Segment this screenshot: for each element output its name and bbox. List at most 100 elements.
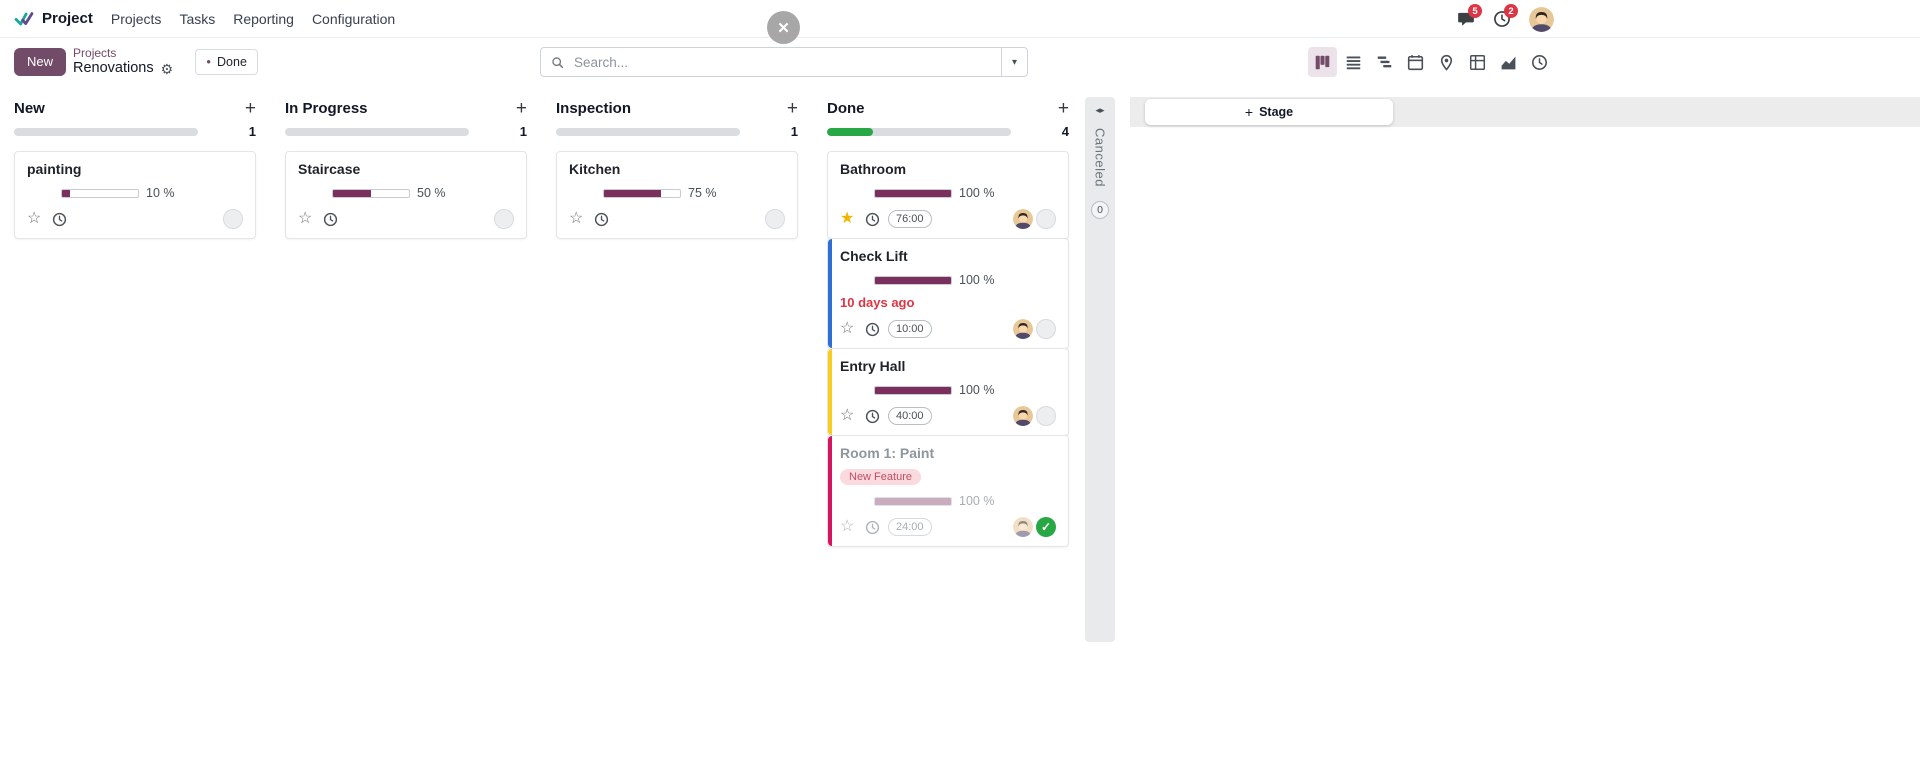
menu-reporting[interactable]: Reporting — [233, 10, 294, 27]
task-title[interactable]: painting — [27, 161, 82, 177]
clock-icon[interactable] — [865, 409, 880, 424]
add-task-icon[interactable]: + — [515, 97, 527, 119]
view-calendar-button[interactable] — [1401, 47, 1430, 77]
task-card[interactable]: Room 1: Paint New Feature 100 % ☆ 24:00 — [827, 435, 1069, 547]
clock-icon — [1531, 54, 1548, 71]
menu-projects[interactable]: Projects — [110, 10, 162, 27]
task-title[interactable]: Kitchen — [569, 161, 621, 177]
star-icon[interactable]: ☆ — [298, 210, 313, 227]
view-list-button[interactable] — [1339, 47, 1368, 77]
task-progress-label: 100 % — [959, 494, 995, 508]
view-activity-button[interactable] — [1525, 47, 1554, 77]
add-task-icon[interactable]: + — [786, 97, 798, 119]
clock-icon[interactable] — [52, 212, 67, 227]
settings-gear-icon[interactable]: ⚙ — [160, 60, 174, 77]
new-button[interactable]: New — [14, 47, 67, 76]
kanban-board: New + 1 painting 10 % ☆ — [0, 85, 1920, 778]
task-progress-bar — [874, 496, 952, 506]
clock-icon[interactable] — [865, 520, 880, 535]
view-pivot-button[interactable] — [1463, 47, 1492, 77]
column-count: 1 — [519, 124, 527, 139]
assignee-avatar[interactable] — [1013, 406, 1033, 426]
star-icon[interactable]: ☆ — [840, 518, 855, 535]
graph-icon — [1500, 54, 1517, 71]
star-icon[interactable]: ☆ — [569, 210, 584, 227]
task-title[interactable]: Entry Hall — [840, 358, 906, 374]
column-count: 4 — [1061, 124, 1069, 139]
kanban-icon — [1314, 54, 1331, 71]
folded-column-title: Canceled — [1092, 128, 1108, 187]
close-overlay-button[interactable]: ✕ — [767, 11, 800, 44]
add-task-icon[interactable]: + — [244, 97, 256, 119]
column-progress-bar[interactable] — [14, 127, 198, 136]
view-switcher — [1308, 47, 1554, 77]
task-card[interactable]: Staircase 50 % ☆ — [285, 151, 527, 239]
assignee-placeholder[interactable] — [1036, 319, 1056, 339]
assignee-avatar[interactable] — [1013, 209, 1033, 229]
folded-column-count: 0 — [1091, 200, 1109, 219]
app-name[interactable]: Project — [42, 10, 93, 27]
breadcrumb: Projects Renovations ⚙ — [73, 46, 173, 77]
odoo-logo-icon[interactable] — [14, 9, 34, 29]
active-filter-chip[interactable]: ● Done — [195, 48, 258, 75]
column-progress-bar[interactable] — [556, 127, 740, 136]
filter-chip-label: Done — [217, 54, 247, 69]
task-title[interactable]: Bathroom — [840, 161, 907, 177]
folded-column-canceled[interactable]: ◂▸ Canceled 0 — [1085, 97, 1115, 642]
task-title[interactable]: Check Lift — [840, 248, 908, 264]
star-icon[interactable]: ☆ — [27, 210, 42, 227]
messages-badge: 5 — [1468, 4, 1482, 18]
task-progress-bar — [874, 275, 952, 285]
column-title[interactable]: New — [14, 99, 45, 117]
task-card[interactable]: painting 10 % ☆ — [14, 151, 256, 239]
task-card[interactable]: Bathroom 100 % ★ 76:00 — [827, 151, 1069, 239]
add-stage-button[interactable]: + Stage — [1145, 99, 1393, 125]
task-progress-label: 75 % — [688, 186, 717, 200]
user-avatar[interactable] — [1529, 7, 1554, 32]
assignee-placeholder[interactable] — [223, 209, 243, 229]
task-card[interactable]: Entry Hall 100 % ☆ 40:00 — [827, 348, 1069, 436]
menu-configuration[interactable]: Configuration — [311, 10, 396, 27]
assignee-avatar[interactable] — [1013, 319, 1033, 339]
task-card[interactable]: Check Lift 100 % 10 days ago ☆ 10:00 — [827, 238, 1069, 349]
chevron-down-icon: ▾ — [1011, 56, 1018, 68]
task-progress-label: 100 % — [959, 383, 995, 397]
clock-icon[interactable] — [323, 212, 338, 227]
assignee-placeholder[interactable] — [765, 209, 785, 229]
breadcrumb-projects-link[interactable]: Projects — [73, 45, 117, 60]
menu-tasks[interactable]: Tasks — [179, 10, 216, 27]
view-map-button[interactable] — [1432, 47, 1461, 77]
column-progress-bar[interactable] — [827, 127, 1011, 136]
column-title[interactable]: In Progress — [285, 99, 368, 117]
column-progress-bar[interactable] — [285, 127, 469, 136]
star-icon[interactable]: ☆ — [840, 407, 855, 424]
task-card[interactable]: Kitchen 75 % ☆ — [556, 151, 798, 239]
assignee-placeholder[interactable] — [1036, 209, 1056, 229]
messages-button[interactable]: 5 — [1457, 4, 1482, 29]
activities-button[interactable]: 2 — [1493, 4, 1518, 29]
assignee-placeholder[interactable] — [494, 209, 514, 229]
hours-badge: 24:00 — [888, 517, 932, 537]
search-input[interactable] — [572, 53, 1001, 71]
view-graph-button[interactable] — [1494, 47, 1523, 77]
view-gantt-button[interactable] — [1370, 47, 1399, 77]
view-kanban-button[interactable] — [1308, 47, 1337, 77]
search-dropdown-toggle[interactable]: ▾ — [1001, 48, 1027, 76]
add-task-icon[interactable]: + — [1057, 97, 1069, 119]
star-icon[interactable]: ☆ — [840, 320, 855, 337]
clock-icon[interactable] — [865, 212, 880, 227]
column-title[interactable]: Done — [827, 99, 865, 117]
done-check-icon: ✓ — [1036, 517, 1056, 537]
unfold-icon[interactable]: ◂▸ — [1095, 105, 1105, 115]
assignee-avatar[interactable] — [1013, 517, 1033, 537]
task-title[interactable]: Room 1: Paint — [840, 445, 935, 461]
task-title[interactable]: Staircase — [298, 161, 361, 177]
kanban-column-new: New + 1 painting 10 % ☆ — [14, 97, 256, 239]
kanban-column-in-progress: In Progress + 1 Staircase 50 % — [285, 97, 527, 239]
clock-icon[interactable] — [594, 212, 609, 227]
column-title[interactable]: Inspection — [556, 99, 632, 117]
assignee-placeholder[interactable] — [1036, 406, 1056, 426]
activities-badge: 2 — [1504, 4, 1518, 18]
clock-icon[interactable] — [865, 322, 880, 337]
star-icon-filled[interactable]: ★ — [840, 210, 855, 227]
